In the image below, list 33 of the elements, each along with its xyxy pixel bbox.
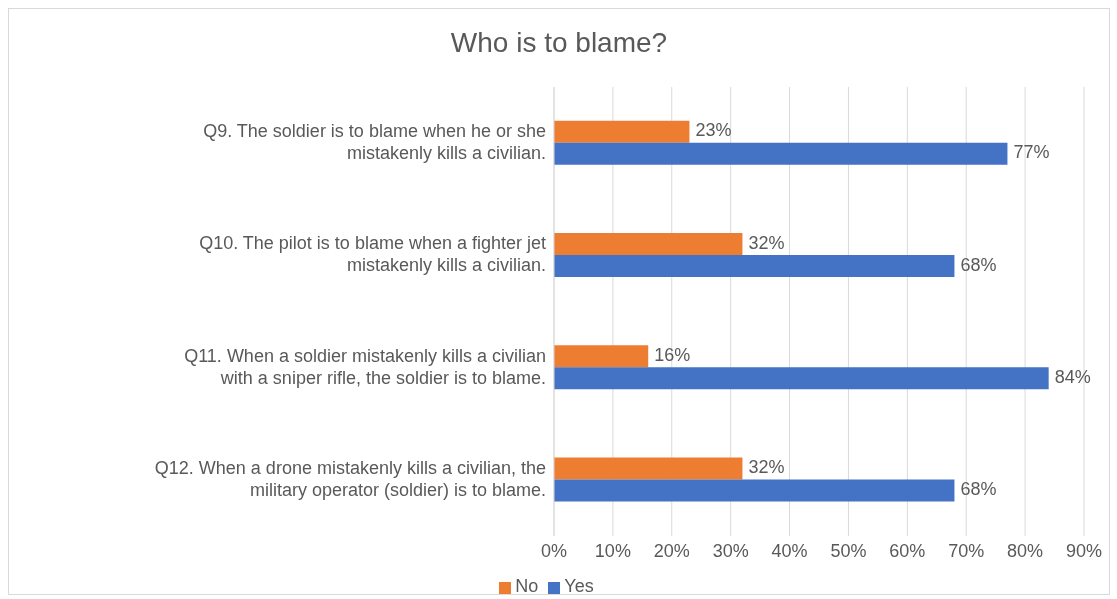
y-tick-label: Q9. The soldier is to blame when he or she mistakenly kills a civilian. [203,120,546,163]
x-tick-label: 30% [712,540,749,561]
x-tick-label: 20% [653,540,690,561]
x-tick-label: 50% [830,540,867,561]
bar [554,457,743,480]
x-tick-label: 60% [889,540,926,561]
x-tick-label: 0% [540,540,568,561]
data-label: 77% [1013,142,1050,163]
bar [554,120,690,143]
data-label: 23% [695,120,732,141]
data-label: 68% [960,479,997,500]
data-label: 32% [748,457,785,478]
legend-label: No [515,576,539,596]
chart-title: Who is to blame? [449,26,669,60]
data-label: 16% [654,344,691,365]
y-tick-label: Q12. When a drone mistakenly kills a civilian, the military operator (soldier) is to blame. [154,457,546,500]
x-tick-label: 70% [948,540,985,561]
data-label: 32% [748,232,785,253]
data-label: 84% [1054,366,1091,387]
bar [554,345,649,368]
data-label: 68% [960,254,997,275]
x-tick-label: 40% [771,540,808,561]
x-tick-label: 80% [1007,540,1044,561]
bar [554,479,955,502]
legend-label: Yes [564,576,594,596]
bar [554,367,1049,390]
bar [554,232,743,255]
y-tick-label: Q11. When a soldier mistakenly kills a civilian with a sniper rifle, the soldier is to blame. [184,345,546,388]
x-tick-label: 90% [1065,540,1103,561]
y-tick-label: Q10. The pilot is to blame when a fighter jet mistakenly kills a civilian. [199,233,546,276]
x-tick-label: 10% [594,540,631,561]
bar [554,142,1008,165]
bar [554,254,955,277]
